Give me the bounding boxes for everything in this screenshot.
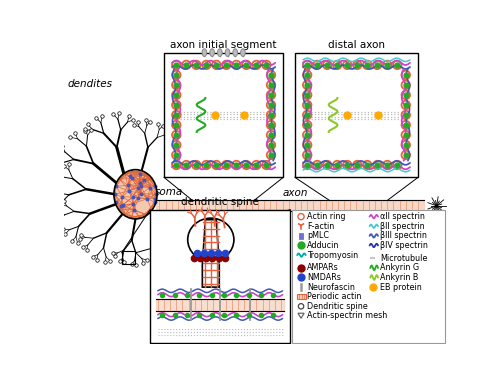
Bar (150, 210, 290, 343)
Ellipse shape (210, 49, 214, 57)
Text: βIII spectrin: βIII spectrin (380, 231, 427, 240)
Text: Actin ring: Actin ring (307, 212, 346, 221)
Text: F-actin: F-actin (307, 222, 335, 231)
Ellipse shape (188, 218, 234, 261)
Text: Actin-spectrin mesh: Actin-spectrin mesh (307, 312, 387, 320)
Ellipse shape (233, 49, 237, 57)
Bar (295, 53, 418, 177)
Text: Tropomyosin: Tropomyosin (307, 251, 358, 260)
Text: βIV spectrin: βIV spectrin (380, 241, 428, 250)
Text: Adducin: Adducin (307, 241, 340, 250)
Text: dendritic spine: dendritic spine (181, 197, 259, 207)
Text: αII spectrin: αII spectrin (380, 212, 425, 221)
Text: pMLC: pMLC (307, 231, 329, 240)
Text: axon initial segment: axon initial segment (170, 40, 277, 50)
Text: soma: soma (155, 187, 183, 197)
Text: dendites: dendites (68, 79, 113, 89)
Ellipse shape (202, 49, 207, 57)
Text: βII spectrin: βII spectrin (380, 222, 425, 231)
Ellipse shape (114, 170, 157, 219)
Bar (122, 251, 135, 264)
Ellipse shape (225, 49, 230, 57)
Text: Ankyrin G: Ankyrin G (380, 263, 419, 272)
Text: EB protein: EB protein (380, 283, 422, 291)
Ellipse shape (240, 49, 245, 57)
Text: Microtubule: Microtubule (380, 254, 428, 263)
Polygon shape (202, 220, 219, 287)
Bar (297, 294, 306, 300)
Bar (292, 211, 445, 343)
Text: Ankyrin B: Ankyrin B (380, 273, 419, 282)
Text: Neurofascin: Neurofascin (307, 283, 355, 291)
Text: Periodic actin: Periodic actin (307, 292, 362, 301)
Text: Dendritic spine: Dendritic spine (307, 302, 368, 311)
Bar (164, 53, 284, 177)
Text: AMPARs: AMPARs (307, 263, 339, 272)
Text: axon: axon (282, 188, 308, 198)
Ellipse shape (217, 49, 222, 57)
Text: NMDARs: NMDARs (307, 273, 341, 282)
Text: distal axon: distal axon (328, 40, 385, 50)
